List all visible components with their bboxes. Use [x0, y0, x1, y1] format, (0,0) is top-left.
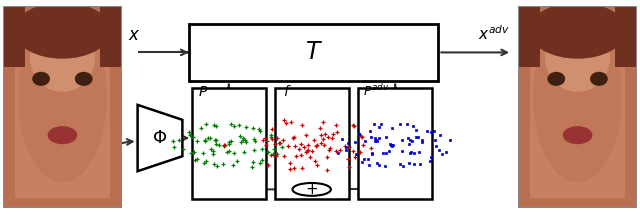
Ellipse shape — [75, 72, 93, 86]
Bar — [100, 6, 122, 67]
Text: +: + — [305, 182, 318, 197]
Bar — [518, 6, 540, 67]
Bar — [15, 16, 110, 198]
Ellipse shape — [32, 72, 50, 86]
Bar — [616, 6, 637, 67]
Ellipse shape — [14, 2, 111, 59]
Text: $\mathit{T}$: $\mathit{T}$ — [305, 40, 323, 64]
Bar — [531, 16, 625, 198]
Polygon shape — [138, 105, 182, 171]
Text: $f$: $f$ — [283, 84, 292, 99]
Text: $P$: $P$ — [198, 85, 209, 99]
Ellipse shape — [533, 12, 622, 182]
Bar — [275, 88, 349, 199]
Ellipse shape — [30, 22, 95, 92]
Text: $\Phi$: $\Phi$ — [152, 129, 168, 147]
Ellipse shape — [563, 126, 593, 144]
Text: $x^{adv}$: $x^{adv}$ — [478, 24, 510, 43]
Text: $x$: $x$ — [128, 26, 141, 44]
Ellipse shape — [47, 126, 77, 144]
Bar — [189, 24, 438, 81]
Ellipse shape — [529, 2, 626, 59]
Ellipse shape — [18, 12, 107, 182]
Ellipse shape — [590, 72, 608, 86]
Ellipse shape — [547, 72, 565, 86]
Ellipse shape — [545, 22, 610, 92]
Circle shape — [292, 183, 331, 196]
Bar — [358, 88, 432, 199]
Bar — [3, 6, 24, 67]
Bar — [192, 88, 266, 199]
Text: $P^{adv}$: $P^{adv}$ — [363, 83, 390, 99]
